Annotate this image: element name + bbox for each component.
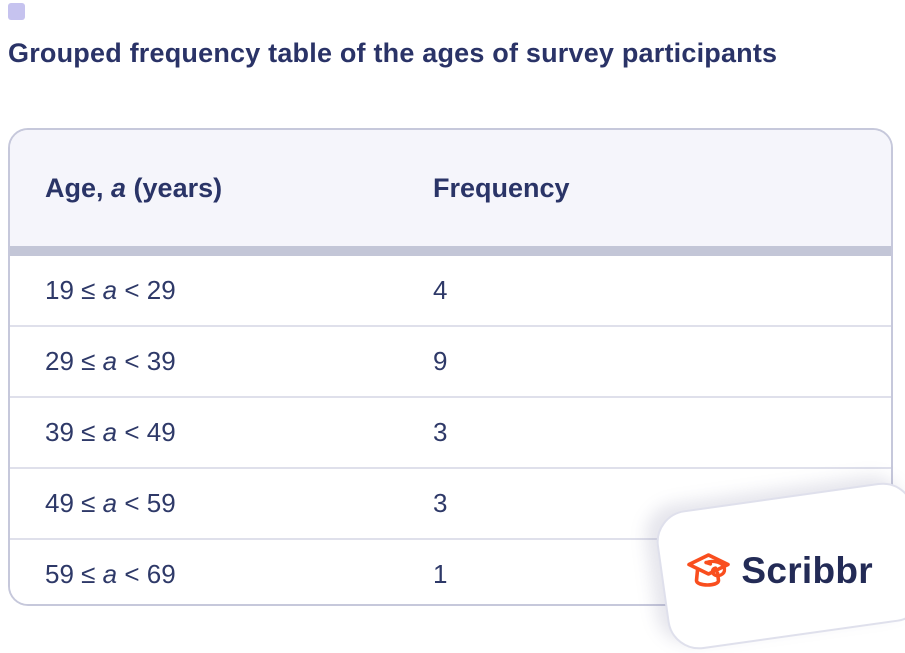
age-header-variable: a <box>111 172 127 203</box>
age-range-cell: 19 ≤ a < 29 <box>10 275 433 306</box>
range-variable: a <box>102 275 118 305</box>
scribbr-logo: Scribbr <box>684 548 873 594</box>
range-variable: a <box>102 559 118 589</box>
range-suffix: < 29 <box>117 275 176 305</box>
range-prefix: 49 ≤ <box>45 488 103 518</box>
column-header-age: Age, a (years) <box>10 173 433 204</box>
frequency-cell: 1 <box>433 559 448 589</box>
range-suffix: < 59 <box>117 488 176 518</box>
decorative-corner-square <box>8 3 25 20</box>
range-prefix: 19 ≤ <box>45 275 103 305</box>
range-variable: a <box>102 346 118 376</box>
table-row: 29 ≤ a < 39 9 <box>10 325 891 396</box>
scribbr-logo-text: Scribbr <box>741 550 873 591</box>
age-range-cell: 39 ≤ a < 49 <box>10 417 433 448</box>
age-range-cell: 29 ≤ a < 39 <box>10 346 433 377</box>
table-row: 19 ≤ a < 29 4 <box>10 256 891 325</box>
table-header-row: Age, a (years) Frequency <box>10 130 891 246</box>
header-divider <box>10 246 891 256</box>
age-header-prefix: Age, <box>45 172 112 203</box>
range-prefix: 59 ≤ <box>45 559 103 589</box>
age-range-cell: 49 ≤ a < 59 <box>10 488 433 519</box>
range-suffix: < 49 <box>117 417 176 447</box>
age-header-suffix: (years) <box>126 172 223 203</box>
range-variable: a <box>102 417 118 447</box>
page-title: Grouped frequency table of the ages of s… <box>8 38 778 68</box>
table-row: 39 ≤ a < 49 3 <box>10 396 891 467</box>
range-suffix: < 39 <box>117 346 176 376</box>
range-variable: a <box>102 488 118 518</box>
range-suffix: < 69 <box>117 559 176 589</box>
range-prefix: 39 ≤ <box>45 417 103 447</box>
age-range-cell: 59 ≤ a < 69 <box>10 559 433 590</box>
range-prefix: 29 ≤ <box>45 346 103 376</box>
frequency-cell: 3 <box>433 417 448 447</box>
frequency-table: Age, a (years) Frequency 19 ≤ a < 29 4 2… <box>8 128 893 606</box>
graduation-cap-icon <box>684 548 732 594</box>
frequency-cell: 9 <box>433 346 448 376</box>
column-header-frequency: Frequency <box>433 172 570 203</box>
frequency-cell: 4 <box>433 275 448 305</box>
frequency-cell: 3 <box>433 488 448 518</box>
